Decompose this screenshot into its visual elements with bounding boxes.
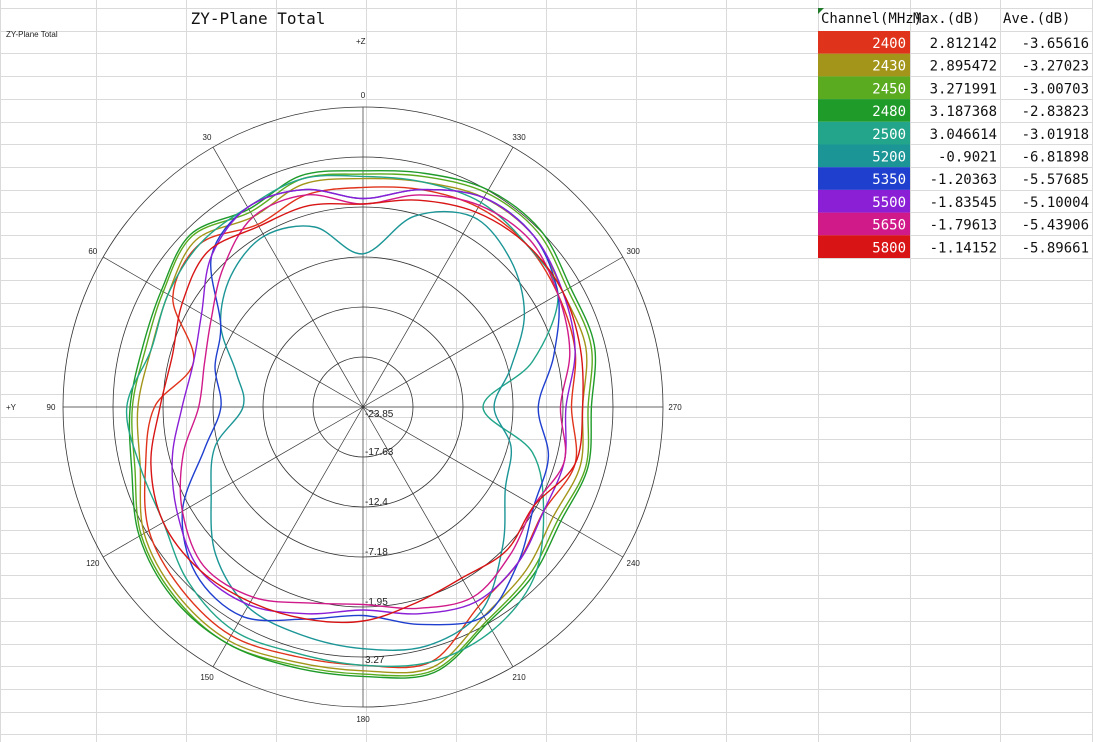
channel-value: 2500 <box>872 127 906 143</box>
axis-label-left: +Y <box>6 403 17 412</box>
ave-value: -5.57685 <box>1022 172 1089 188</box>
max-value: 2.895472 <box>930 59 997 75</box>
channel-value: 5800 <box>872 240 906 256</box>
polar-grid <box>62 106 664 708</box>
table-row: 2450 3.271991 -3.00703 <box>818 76 1089 100</box>
channel-color-cell <box>818 76 910 100</box>
radial-tick-label: -23.85 <box>365 409 394 420</box>
ave-value: -5.43906 <box>1022 218 1089 234</box>
radial-tick-label: -7.18 <box>365 547 388 558</box>
polar-spoke <box>362 406 623 558</box>
max-value: -1.14152 <box>930 240 997 256</box>
table-row: 2500 3.046614 -3.01918 <box>818 121 1089 145</box>
series-line-5650 <box>179 193 571 610</box>
channel-value: 5500 <box>872 195 906 211</box>
radial-tick-label: -1.95 <box>365 597 388 608</box>
angle-label: 60 <box>88 247 97 256</box>
channel-value: 5200 <box>872 150 906 166</box>
radial-tick-label: -17.63 <box>365 447 394 458</box>
channel-color-cell <box>818 167 910 190</box>
table-row: 5500 -1.83545 -5.10004 <box>818 189 1089 213</box>
angle-label: 330 <box>512 133 526 142</box>
max-value: -1.20363 <box>930 172 997 188</box>
polar-spoke <box>212 147 364 408</box>
ave-value: -3.65616 <box>1022 36 1089 52</box>
sheet-chart-title: ZY-Plane Total <box>191 9 326 28</box>
channel-color-cell <box>818 121 910 145</box>
angle-label: 120 <box>86 559 100 568</box>
angle-label: 150 <box>200 673 214 682</box>
angle-label: 210 <box>512 673 526 682</box>
channel-color-cell <box>818 31 910 54</box>
polar-spoke <box>212 406 364 667</box>
max-value: 2.812142 <box>930 36 997 52</box>
channel-value: 2450 <box>872 81 906 97</box>
ave-value: -2.83823 <box>1022 104 1089 120</box>
ave-value: -5.10004 <box>1022 195 1089 211</box>
channel-color-cell <box>818 99 910 122</box>
channel-color-cell <box>818 212 910 236</box>
max-value: 3.187368 <box>930 104 997 120</box>
table-row: 2400 2.812142 -3.65616 <box>818 31 1089 54</box>
max-value: 3.271991 <box>930 81 997 97</box>
channel-value: 2400 <box>872 36 906 52</box>
polar-spoke <box>362 406 514 667</box>
table-row: 5650 -1.79613 -5.43906 <box>818 212 1089 236</box>
radial-tick-label: -12.4 <box>365 497 388 508</box>
ave-value: -6.81898 <box>1022 150 1089 166</box>
table-row: 5350 -1.20363 -5.57685 <box>818 167 1089 190</box>
table-row: 2480 3.187368 -2.83823 <box>818 99 1089 122</box>
channel-value: 2480 <box>872 104 906 120</box>
angle-labels: 0 30 60 90 120 150 180 210 240 270 300 330 <box>47 91 683 724</box>
angle-label: 0 <box>361 91 366 100</box>
channel-color-cell <box>818 144 910 168</box>
ave-value: -3.01918 <box>1022 127 1089 143</box>
series-line-2480 <box>128 169 597 679</box>
series-line-2500 <box>125 174 559 668</box>
series-line-5500 <box>171 188 576 615</box>
max-value: 3.046614 <box>930 127 997 143</box>
table-row: 5800 -1.14152 -5.89661 <box>818 235 1089 258</box>
angle-label: 90 <box>47 403 56 412</box>
polar-spoke <box>103 406 364 558</box>
channel-value: 2430 <box>872 59 906 75</box>
angle-label: 300 <box>627 247 641 256</box>
ave-value: -3.00703 <box>1022 81 1089 97</box>
polar-chart: ZY-Plane Total +Z +Y 0 30 60 90 120 150 180 210… <box>6 30 682 724</box>
angle-label: 180 <box>356 715 370 724</box>
header-ave: Ave.(dB) <box>1003 11 1070 27</box>
angle-label: 270 <box>668 403 682 412</box>
table-rows: 2400 2.812142 -3.65616 2430 2.895472 -3.27023… <box>818 31 1089 258</box>
channel-color-cell <box>818 235 910 258</box>
channel-value: 5650 <box>872 218 906 234</box>
channel-color-cell <box>818 189 910 213</box>
ave-value: -3.27023 <box>1022 59 1089 75</box>
series-line-2450 <box>131 173 593 677</box>
channel-value: 5350 <box>872 172 906 188</box>
radial-tick-label: 3.27 <box>365 655 385 666</box>
max-value: -1.79613 <box>930 218 997 234</box>
max-value: -0.9021 <box>938 150 997 166</box>
channel-color-cell <box>818 53 910 77</box>
table-row: 2430 2.895472 -3.27023 <box>818 53 1089 77</box>
cell-marker-icon <box>818 8 824 14</box>
header-max: Max.(dB) <box>913 11 980 27</box>
series-line-5800 <box>150 199 584 624</box>
polar-spoke <box>103 256 364 408</box>
angle-label: 30 <box>203 133 212 142</box>
table-row: 5200 -0.9021 -6.81898 <box>818 144 1089 168</box>
polar-spoke <box>362 256 623 408</box>
chart-inner-title: ZY-Plane Total <box>6 30 58 39</box>
ring-labels: -23.85 -17.63 -12.4 -7.18 -1.95 3.27 <box>365 409 394 666</box>
angle-label: 240 <box>627 559 641 568</box>
table-header: Channel(MHz) Max.(dB) Ave.(dB) <box>821 11 1070 27</box>
ave-value: -5.89661 <box>1022 240 1089 256</box>
polar-series <box>125 169 597 679</box>
max-value: -1.83545 <box>930 195 997 211</box>
axis-label-top: +Z <box>356 37 366 46</box>
series-line-5200 <box>210 210 526 651</box>
header-channel: Channel(MHz) <box>821 11 922 27</box>
